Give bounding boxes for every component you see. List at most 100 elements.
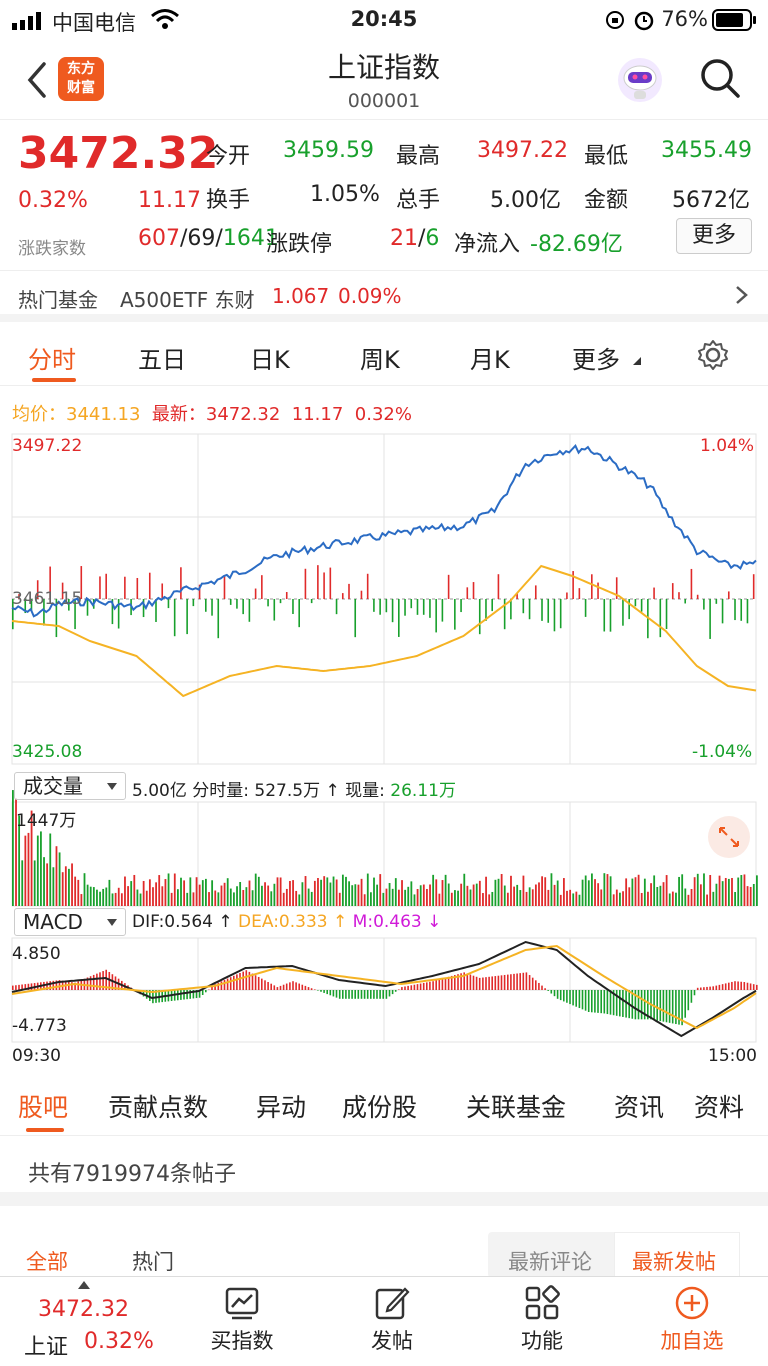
tab-five-day[interactable]: 五日: [138, 346, 186, 374]
flow-bar: [472, 582, 475, 599]
macd-bar: [734, 981, 736, 990]
flow-bar: [373, 599, 375, 612]
macd-bar: [668, 990, 671, 1023]
macd-bar: [429, 981, 431, 990]
macd-bar: [553, 990, 556, 997]
macd-bar: [597, 990, 599, 1013]
tab-news[interactable]: 资讯: [614, 1093, 665, 1122]
volume-bar: [444, 874, 447, 906]
macd-bar: [77, 981, 79, 990]
volume-bar: [413, 894, 416, 906]
add-watchlist-button[interactable]: 加自选: [632, 1285, 752, 1355]
volume-bar: [550, 873, 553, 906]
volume-bar: [457, 890, 459, 906]
macd-bar: [314, 989, 316, 990]
back-icon[interactable]: [24, 60, 48, 100]
volume-bar: [721, 881, 724, 906]
time-start: 09:30: [12, 1046, 61, 1066]
flow-bar: [99, 576, 101, 599]
flow-bar: [236, 599, 238, 609]
macd-bar: [432, 981, 434, 990]
volume-bar: [522, 875, 525, 906]
sort-latest-post[interactable]: 最新发帖: [632, 1250, 716, 1274]
macd-bar: [740, 981, 742, 990]
more-quote-button[interactable]: 更多: [676, 218, 752, 254]
search-icon[interactable]: [698, 56, 742, 100]
alarm-icon: [634, 11, 654, 31]
flow-bar: [186, 599, 188, 635]
volume-max-label: 1447万: [16, 811, 77, 831]
volume-bar: [55, 846, 58, 906]
volume-bar: [229, 888, 232, 906]
hot-fund-name: A500ETF 东财: [120, 288, 255, 312]
macd-bar: [522, 972, 525, 990]
m-value: 0.463: [373, 912, 422, 932]
volume-bar: [298, 894, 301, 906]
macd-bar: [86, 977, 89, 990]
expand-icon: [719, 827, 739, 847]
flow-bar: [622, 599, 624, 626]
hot-fund-bar[interactable]: 热门基金 A500ETF 东财 1.067 0.09%: [0, 270, 768, 322]
volume-bar: [292, 880, 294, 906]
post-button[interactable]: 发帖: [332, 1285, 452, 1355]
tab-week-k[interactable]: 周K: [360, 346, 400, 374]
tab-day-k[interactable]: 日K: [250, 346, 290, 374]
gear-icon[interactable]: [696, 338, 730, 372]
volume-bar: [354, 884, 357, 906]
expand-chart-button[interactable]: [708, 816, 750, 858]
volume-bar: [376, 884, 379, 906]
flow-bar: [510, 599, 512, 620]
macd-bar: [559, 990, 562, 1001]
macd-bar: [270, 983, 272, 990]
sort-latest-comment[interactable]: 最新评论: [508, 1250, 592, 1274]
volume-bar: [578, 894, 581, 906]
volume-bar: [429, 884, 431, 906]
macd-bar: [584, 990, 587, 1011]
macd-bar: [254, 975, 257, 990]
flow-bar: [597, 582, 599, 599]
tab-movement[interactable]: 异动: [256, 1093, 307, 1122]
functions-button[interactable]: 功能: [482, 1285, 602, 1355]
macd-selector[interactable]: MACD: [14, 908, 126, 936]
macd-bar: [298, 983, 300, 990]
intraday-chart[interactable]: [0, 386, 768, 1072]
volume-bar: [715, 883, 718, 906]
robot-assistant-icon[interactable]: [614, 54, 666, 106]
high-label: 最高: [396, 144, 441, 169]
volume-bar: [279, 877, 282, 906]
volume-bar: [591, 873, 593, 906]
volume-bar: [659, 885, 662, 906]
tab-month-k[interactable]: 月K: [470, 346, 510, 374]
subtab-hot[interactable]: 热门: [132, 1250, 174, 1274]
tab-profile[interactable]: 资料: [694, 1093, 745, 1122]
flow-bar: [422, 599, 425, 615]
volume-bar: [572, 893, 575, 906]
volume-bar: [233, 892, 235, 906]
volume-selector[interactable]: 成交量: [14, 772, 126, 800]
macd-bar: [491, 976, 493, 990]
flow-bar: [385, 599, 388, 613]
tab-related-funds[interactable]: 关联基金: [466, 1093, 567, 1122]
volume-bar: [264, 882, 266, 906]
volume-bar: [15, 798, 17, 906]
flow-bar: [105, 573, 107, 599]
macd-bar: [482, 977, 484, 990]
tab-more[interactable]: 更多: [572, 346, 620, 374]
flow-bar: [752, 574, 755, 599]
macd-bar: [295, 982, 297, 990]
flow-bar: [659, 599, 662, 638]
tab-constituents[interactable]: 成份股: [342, 1093, 418, 1122]
subtab-all[interactable]: 全部: [26, 1250, 68, 1274]
macd-bar: [457, 974, 459, 990]
up-count: 607: [138, 226, 180, 251]
tab-contribution[interactable]: 贡献点数: [108, 1093, 209, 1122]
volume-bar: [516, 884, 519, 906]
buy-index-button[interactable]: 买指数: [182, 1285, 302, 1355]
flow-bar: [653, 587, 655, 599]
volume-bar: [86, 884, 89, 906]
tab-intraday[interactable]: 分时: [28, 346, 76, 374]
tab-guba[interactable]: 股吧: [18, 1093, 69, 1122]
volume-bar: [208, 892, 210, 906]
macd-bar: [731, 981, 733, 990]
collapse-up-icon[interactable]: [78, 1281, 90, 1289]
